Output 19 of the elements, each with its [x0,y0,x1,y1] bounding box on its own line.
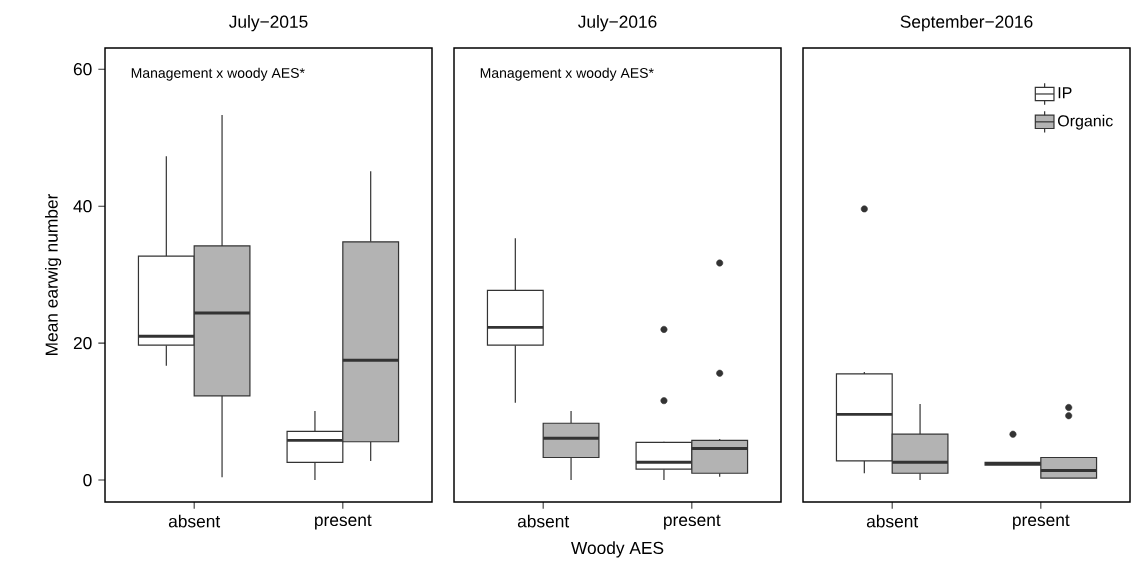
x-tick-label: absent [517,514,570,528]
annotation: Management x woody AES* [131,67,305,81]
legend-label: Organic [1058,114,1113,130]
x-tick-label: present [1013,514,1070,530]
x-axis-title: Woody AES [571,541,664,558]
annotation: Management x woody AES* [480,67,654,81]
x-tick-label: absent [168,514,221,528]
chart-title: July−2015 [229,15,308,32]
y-tick-label: 60 [73,63,92,76]
x-tick-label: absent [866,514,919,528]
y-axis-title: Mean earwig number [45,193,62,355]
legend-label: IP [1058,87,1072,99]
chart-title: July−2016 [578,15,657,32]
y-tick-label: 40 [73,200,92,213]
x-tick-label: present [315,514,372,530]
chart-title: September−2016 [900,15,1033,32]
x-tick-label: present [664,514,721,530]
y-tick-label: 20 [73,336,92,350]
y-tick-label: 0 [83,473,92,487]
